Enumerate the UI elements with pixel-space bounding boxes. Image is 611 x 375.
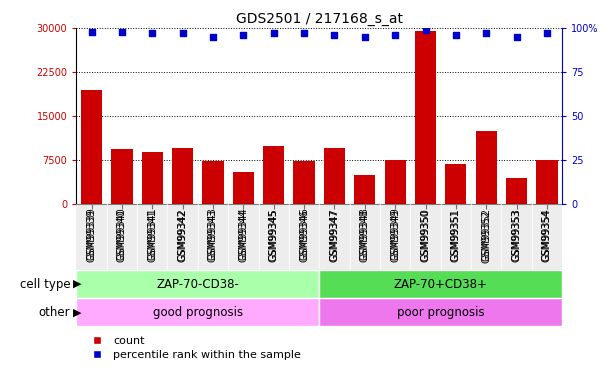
Bar xyxy=(445,164,466,204)
Text: GSM99341: GSM99341 xyxy=(147,210,157,262)
Text: GSM99352: GSM99352 xyxy=(481,208,491,261)
Point xyxy=(481,30,491,36)
Bar xyxy=(380,204,411,270)
Point xyxy=(178,30,188,36)
Text: GSM99348: GSM99348 xyxy=(360,210,370,262)
Text: good prognosis: good prognosis xyxy=(153,306,243,319)
Legend: count, percentile rank within the sample: count, percentile rank within the sample xyxy=(82,332,306,364)
Bar xyxy=(471,204,502,270)
Text: GSM99354: GSM99354 xyxy=(542,210,552,262)
Text: GSM99348: GSM99348 xyxy=(360,208,370,260)
Text: GSM99351: GSM99351 xyxy=(451,210,461,262)
Bar xyxy=(324,148,345,204)
Text: GSM99340: GSM99340 xyxy=(117,208,127,260)
Bar xyxy=(506,178,527,204)
Bar xyxy=(354,175,375,204)
Text: GSM99350: GSM99350 xyxy=(420,210,431,262)
Text: GSM99350: GSM99350 xyxy=(420,208,431,261)
Point xyxy=(117,28,127,34)
Point xyxy=(390,32,400,38)
Point xyxy=(87,28,97,34)
Bar xyxy=(233,172,254,204)
Text: GSM99349: GSM99349 xyxy=(390,210,400,262)
Bar xyxy=(81,90,102,204)
Point xyxy=(299,30,309,36)
Point xyxy=(542,30,552,36)
Text: GSM99339: GSM99339 xyxy=(87,210,97,262)
Point xyxy=(329,32,339,38)
Bar xyxy=(263,146,284,204)
Bar xyxy=(320,270,562,298)
Point xyxy=(511,34,521,40)
Text: ▶: ▶ xyxy=(73,279,82,289)
Bar xyxy=(441,204,471,270)
Bar xyxy=(349,204,380,270)
Text: GSM99349: GSM99349 xyxy=(390,208,400,260)
Bar xyxy=(502,204,532,270)
Text: GSM99346: GSM99346 xyxy=(299,208,309,260)
Bar xyxy=(198,204,228,270)
Bar xyxy=(536,160,558,204)
Point xyxy=(208,34,218,40)
Bar xyxy=(137,204,167,270)
Point xyxy=(238,32,248,38)
Text: GSM99353: GSM99353 xyxy=(511,210,522,262)
Bar xyxy=(411,204,441,270)
Point xyxy=(360,34,370,40)
Bar xyxy=(415,31,436,204)
Text: other: other xyxy=(38,306,70,319)
Text: GSM99353: GSM99353 xyxy=(511,208,522,261)
Text: GSM99344: GSM99344 xyxy=(238,210,248,262)
Bar xyxy=(142,152,163,204)
Text: GSM99345: GSM99345 xyxy=(269,210,279,262)
Bar xyxy=(76,270,320,298)
Text: GSM99344: GSM99344 xyxy=(238,208,248,260)
Text: GSM99343: GSM99343 xyxy=(208,208,218,260)
Text: ZAP-70-CD38-: ZAP-70-CD38- xyxy=(156,278,240,291)
Bar xyxy=(228,204,258,270)
Bar xyxy=(76,204,107,270)
Text: GSM99354: GSM99354 xyxy=(542,208,552,261)
Text: GSM99339: GSM99339 xyxy=(87,208,97,260)
Text: ZAP-70+CD38+: ZAP-70+CD38+ xyxy=(393,278,488,291)
Text: cell type: cell type xyxy=(20,278,70,291)
Point xyxy=(420,27,430,33)
Text: GSM99343: GSM99343 xyxy=(208,210,218,262)
Bar xyxy=(475,131,497,204)
Text: GSM99352: GSM99352 xyxy=(481,210,491,262)
Text: GSM99342: GSM99342 xyxy=(178,210,188,262)
Bar xyxy=(202,161,224,204)
Text: GSM99340: GSM99340 xyxy=(117,210,127,262)
Text: GSM99351: GSM99351 xyxy=(451,208,461,261)
Bar xyxy=(289,204,320,270)
Text: poor prognosis: poor prognosis xyxy=(397,306,485,319)
Bar xyxy=(258,204,289,270)
Text: GSM99347: GSM99347 xyxy=(329,208,340,261)
Bar xyxy=(320,298,562,326)
Point xyxy=(451,32,461,38)
Bar xyxy=(167,204,198,270)
Bar xyxy=(384,160,406,204)
Point xyxy=(269,30,279,36)
Bar xyxy=(293,161,315,204)
Title: GDS2501 / 217168_s_at: GDS2501 / 217168_s_at xyxy=(236,12,403,26)
Bar xyxy=(76,298,320,326)
Bar xyxy=(172,148,193,204)
Text: GSM99346: GSM99346 xyxy=(299,210,309,262)
Bar xyxy=(107,204,137,270)
Bar xyxy=(111,148,133,204)
Text: GSM99341: GSM99341 xyxy=(147,208,157,260)
Text: ▶: ▶ xyxy=(73,307,82,317)
Point xyxy=(147,30,157,36)
Bar xyxy=(320,204,349,270)
Text: GSM99345: GSM99345 xyxy=(269,208,279,261)
Text: GSM99342: GSM99342 xyxy=(178,208,188,261)
Bar xyxy=(532,204,562,270)
Text: GSM99347: GSM99347 xyxy=(329,210,340,262)
